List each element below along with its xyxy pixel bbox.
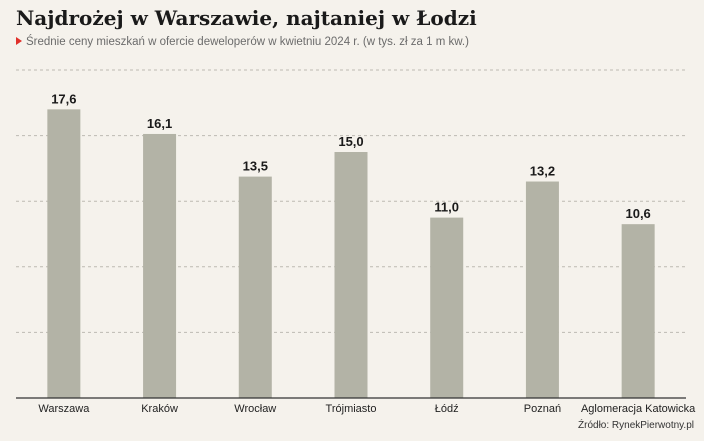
- chart-title: Najdrożej w Warszawie, najtaniej w Łodzi: [16, 6, 477, 30]
- subtitle-text: Średnie ceny mieszkań w ofercie dewelope…: [26, 36, 469, 48]
- x-tick-label: Wrocław: [234, 403, 276, 415]
- bar: [621, 224, 655, 398]
- data-label: 11,0: [434, 200, 459, 215]
- data-label: 16,1: [147, 116, 172, 131]
- bar: [334, 152, 368, 398]
- bar: [238, 176, 272, 398]
- x-tick-label: Trójmiasto: [326, 403, 377, 415]
- bar: [430, 217, 464, 398]
- chart-subtitle: Średnie ceny mieszkań w ofercie dewelope…: [16, 36, 469, 48]
- data-label: 15,0: [338, 134, 363, 149]
- x-tick-label: Łódź: [435, 403, 459, 415]
- x-tick-label: Poznań: [524, 403, 561, 415]
- data-label: 13,5: [243, 159, 268, 174]
- bar: [525, 181, 559, 398]
- x-tick-label: Kraków: [141, 403, 178, 415]
- bar: [143, 133, 177, 398]
- bar: [47, 109, 81, 399]
- data-label: 17,6: [51, 91, 76, 106]
- data-label: 10,6: [625, 206, 650, 221]
- x-tick-label: Aglomeracja Katowicka: [581, 403, 696, 415]
- red-triangle-icon: [16, 37, 22, 45]
- x-tick-label: Warszawa: [38, 403, 90, 415]
- source-note: Źródło: RynekPierwotny.pl: [578, 420, 694, 431]
- data-label: 13,2: [530, 164, 555, 179]
